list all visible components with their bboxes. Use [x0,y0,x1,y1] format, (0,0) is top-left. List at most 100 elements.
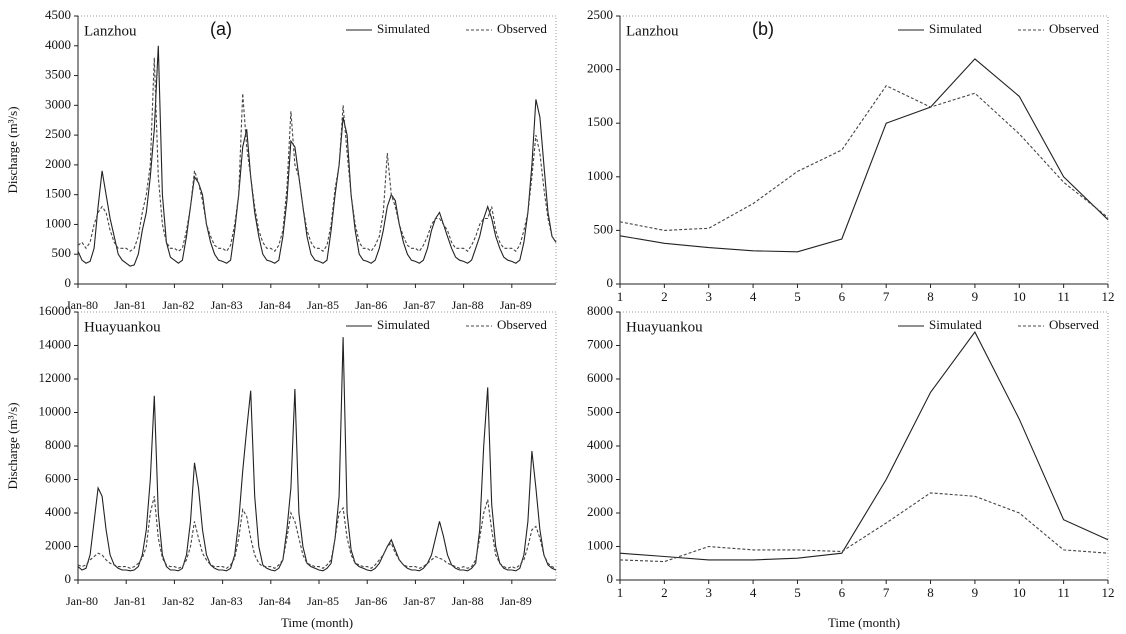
x-tick-label: 10 [1013,289,1026,304]
y-axis-label: Discharge (m³/s) [5,106,20,193]
x-axis-label: Time (month) [281,615,353,630]
y-tick-label: 2000 [587,61,613,76]
y-tick-label: 6000 [587,370,613,385]
y-tick-label: 0 [65,275,72,290]
x-tick-label: Jan-89 [500,594,532,608]
panel-title: Lanzhou [626,23,679,39]
x-tick-label: 7 [883,585,890,600]
x-tick-label: Jan-82 [162,298,194,312]
x-tick-label: 6 [839,289,846,304]
y-axis-label: Discharge (m³/s) [5,402,20,489]
series-line [619,84,1109,231]
legend-label: Simulated [377,21,430,36]
y-tick-label: 3000 [45,96,71,111]
x-tick-label: 5 [794,289,801,304]
x-tick-label: 4 [750,585,757,600]
x-tick-label: 9 [972,289,979,304]
x-tick-label: 4 [750,289,757,304]
legend-label: Observed [1049,21,1099,36]
legend-label: Simulated [929,21,982,36]
x-tick-label: 7 [883,289,890,304]
y-tick-label: 0 [607,571,614,586]
x-tick-label: Jan-80 [66,298,98,312]
y-tick-label: 7000 [587,336,613,351]
y-tick-label: 5000 [587,403,613,418]
x-tick-label: 12 [1102,585,1115,600]
x-tick-label: 2 [661,289,668,304]
y-tick-label: 2500 [45,126,71,141]
x-tick-label: 1 [617,289,624,304]
legend-label: Observed [497,317,547,332]
series-line [619,492,1109,563]
y-tick-label: 1000 [45,215,71,230]
y-tick-label: 0 [607,275,614,290]
x-tick-label: 6 [839,585,846,600]
x-tick-label: 2 [661,585,668,600]
plot-frame [619,311,1109,581]
y-tick-label: 3500 [45,67,71,82]
y-tick-label: 500 [594,221,614,236]
y-tick-label: 12000 [39,370,72,385]
x-tick-label: Jan-87 [403,594,435,608]
series-line [619,331,1109,561]
legend-label: Simulated [929,317,982,332]
x-tick-label: 3 [705,585,712,600]
x-tick-label: Jan-88 [452,594,484,608]
y-tick-label: 1500 [587,114,613,129]
x-tick-label: Jan-87 [403,298,435,312]
y-tick-label: 4000 [45,37,71,52]
x-tick-label: Jan-85 [307,298,339,312]
x-tick-label: 5 [794,585,801,600]
panel-label: (b) [752,19,774,39]
panel-label: (a) [210,19,232,39]
y-tick-label: 8000 [45,437,71,452]
legend-label: Simulated [377,317,430,332]
y-tick-label: 4000 [587,437,613,452]
x-tick-label: 8 [927,289,934,304]
x-tick-label: 10 [1013,585,1026,600]
x-tick-label: 3 [705,289,712,304]
y-tick-label: 3000 [587,470,613,485]
y-tick-label: 10000 [39,403,72,418]
legend-label: Observed [1049,317,1099,332]
panel-title: Lanzhou [84,23,137,39]
x-tick-label: 11 [1057,585,1070,600]
x-tick-label: Jan-80 [66,594,98,608]
x-tick-label: Jan-86 [355,298,387,312]
y-tick-label: 500 [52,245,72,260]
y-tick-label: 1000 [587,168,613,183]
x-tick-label: Jan-83 [211,298,243,312]
y-tick-label: 8000 [587,303,613,318]
series-line [77,45,557,267]
panel-title: Huayuankou [626,319,703,335]
series-line [77,337,557,572]
y-tick-label: 14000 [39,336,72,351]
y-tick-label: 6000 [45,470,71,485]
y-tick-label: 2500 [587,7,613,22]
y-tick-label: 1500 [45,186,71,201]
x-tick-label: 11 [1057,289,1070,304]
x-tick-label: Jan-85 [307,594,339,608]
series-line [77,57,557,252]
y-tick-label: 1000 [587,537,613,552]
x-tick-label: Jan-84 [259,594,291,608]
y-tick-label: 4500 [45,7,71,22]
plot-frame [77,311,557,581]
x-tick-label: 12 [1102,289,1115,304]
x-tick-label: Jan-83 [211,594,243,608]
x-tick-label: 8 [927,585,934,600]
y-tick-label: 2000 [45,156,71,171]
x-tick-label: Jan-88 [452,298,484,312]
y-tick-label: 2000 [587,504,613,519]
x-tick-label: Jan-81 [114,298,146,312]
x-tick-label: Jan-82 [162,594,194,608]
legend-label: Observed [497,21,547,36]
x-tick-label: Jan-89 [500,298,532,312]
x-axis-label: Time (month) [828,615,900,630]
x-tick-label: 9 [972,585,979,600]
series-line [619,58,1109,253]
x-tick-label: Jan-84 [259,298,291,312]
x-tick-label: Jan-81 [114,594,146,608]
y-tick-label: 0 [65,571,72,586]
